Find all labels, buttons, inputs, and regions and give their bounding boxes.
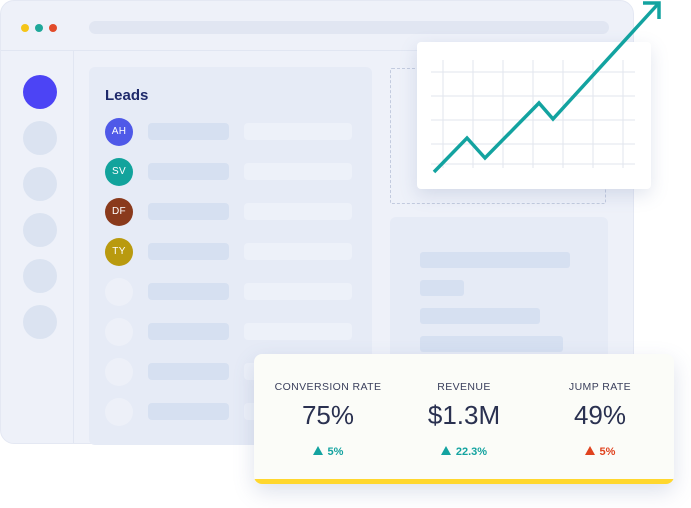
lead-row[interactable] [105, 318, 355, 346]
sidebar [1, 51, 74, 443]
lead-detail-placeholder [244, 163, 352, 180]
lead-detail-placeholder [244, 243, 352, 260]
address-bar[interactable] [89, 21, 609, 34]
lead-detail-placeholder [244, 123, 352, 140]
leads-title: Leads [105, 87, 149, 104]
triangle-up-icon [584, 446, 595, 455]
details-placeholder-line [420, 280, 464, 296]
sidebar-item-3[interactable] [23, 167, 57, 201]
stat-delta-value: 5% [599, 446, 616, 458]
lead-detail-placeholder [244, 283, 352, 300]
stat-jump-rate: JUMP RATE 49% 5% [530, 354, 670, 479]
window-dot-red[interactable] [49, 24, 57, 32]
sidebar-item-6[interactable] [23, 305, 57, 339]
lead-name-placeholder [148, 203, 229, 220]
lead-name-placeholder [148, 323, 229, 340]
trend-chart-card [417, 1, 661, 189]
lead-name-placeholder [148, 283, 229, 300]
avatar: SV [105, 158, 133, 186]
avatar-placeholder [105, 358, 133, 386]
stat-delta: 5% [530, 446, 670, 458]
avatar-placeholder [105, 398, 133, 426]
lead-row[interactable]: AH [105, 118, 355, 146]
avatar: DF [105, 198, 133, 226]
lead-name-placeholder [148, 163, 229, 180]
lead-name-placeholder [148, 123, 229, 140]
lead-row[interactable]: TY [105, 238, 355, 266]
lead-row[interactable]: DF [105, 198, 355, 226]
avatar-placeholder [105, 318, 133, 346]
details-placeholder-line [420, 308, 540, 324]
lead-name-placeholder [148, 243, 229, 260]
window-dot-yellow[interactable] [21, 24, 29, 32]
stat-value: $1.3M [427, 400, 501, 430]
sidebar-item-4[interactable] [23, 213, 57, 247]
lead-row[interactable] [105, 278, 355, 306]
avatar-placeholder [105, 278, 133, 306]
stat-value: 49% [573, 400, 627, 430]
trend-up-arrow-icon [432, 2, 660, 174]
sidebar-item-1[interactable] [23, 75, 57, 109]
trend-chart [431, 1, 661, 174]
details-placeholder-line [420, 336, 563, 352]
avatar: TY [105, 238, 133, 266]
stats-card: CONVERSION RATE 75% 5% REVENUE $1.3M 22.… [254, 354, 674, 484]
lead-name-placeholder [148, 403, 229, 420]
stat-revenue: REVENUE $1.3M 22.3% [394, 354, 534, 479]
stat-delta: 22.3% [394, 446, 534, 458]
sidebar-item-5[interactable] [23, 259, 57, 293]
lead-row[interactable]: SV [105, 158, 355, 186]
avatar: AH [105, 118, 133, 146]
stat-label: REVENUE [437, 381, 491, 393]
stats-accent-bar [254, 479, 674, 484]
triangle-up-icon [440, 446, 451, 455]
sidebar-item-2[interactable] [23, 121, 57, 155]
stat-delta: 5% [258, 446, 398, 458]
stat-value: 75% [301, 400, 355, 430]
stat-delta-value: 22.3% [455, 446, 488, 458]
stat-label: CONVERSION RATE [274, 381, 382, 393]
lead-name-placeholder [148, 363, 229, 380]
window-dot-green[interactable] [35, 24, 43, 32]
lead-detail-placeholder [244, 203, 352, 220]
stat-conversion-rate: CONVERSION RATE 75% 5% [258, 354, 398, 479]
chart-grid [431, 60, 635, 168]
stat-delta-value: 5% [327, 446, 344, 458]
title-bar [1, 1, 633, 51]
stat-label: JUMP RATE [568, 381, 632, 393]
lead-detail-placeholder [244, 323, 352, 340]
details-placeholder-line [420, 252, 570, 268]
arrow-head [643, 1, 661, 19]
triangle-up-icon [312, 446, 323, 455]
